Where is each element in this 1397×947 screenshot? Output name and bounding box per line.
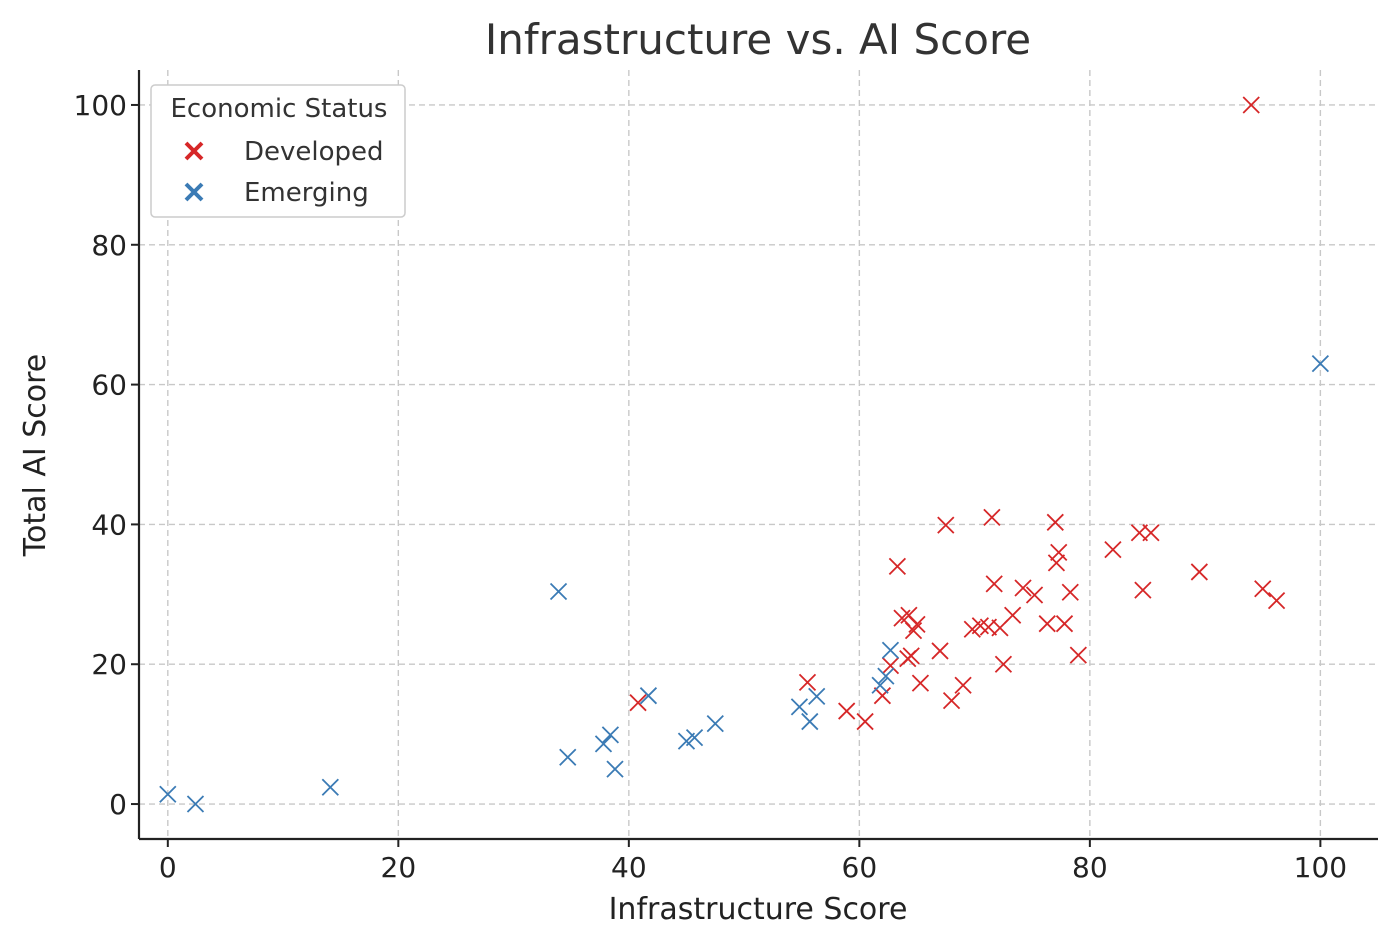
y-tick-label: 100 [74,89,127,122]
series-developed [629,96,1286,731]
series-emerging [159,354,1330,813]
data-point-developed [873,687,892,705]
data-point-developed [904,622,923,640]
legend-label-emerging: Emerging [244,178,369,208]
data-point-developed [798,673,817,692]
data-point-developed [1242,96,1260,114]
data-point-developed [1050,543,1068,562]
data-point-developed [1047,554,1066,572]
x-axis-label: Infrastructure Score [609,892,908,927]
data-point-developed [838,702,856,720]
legend-label-developed: Developed [244,137,384,167]
legend-entries: Developed Emerging [184,137,384,208]
data-point-developed [1190,563,1208,581]
x-tick-label: 60 [842,851,878,884]
chart-title: Infrastructure vs. AI Score [485,15,1031,64]
data-point-emerging [601,726,620,744]
data-point-developed [908,615,926,634]
data-point-developed [1025,586,1044,604]
data-point-developed [942,691,961,710]
data-point-emerging [808,687,826,706]
y-tick-label: 80 [91,229,127,262]
data-point-developed [1069,646,1087,664]
axes [137,70,1378,841]
data-point-emerging [881,641,900,659]
data-point-emerging [559,748,577,766]
tick-labels: 0 20 40 60 80 100 0 20 40 60 80 100 [74,89,1348,884]
data-point-emerging [549,582,568,601]
data-point-emerging [877,667,895,685]
legend-box [150,84,406,218]
data-point-developed [954,676,972,694]
y-tick-label: 0 [109,788,127,821]
data-point-developed [1142,524,1160,542]
legend-marker-emerging [184,182,204,202]
data-point-developed [1267,591,1286,610]
data-point-emerging [685,728,704,747]
x-tick-label: 40 [611,851,647,884]
data-point-emerging [159,785,177,803]
data-point-developed [856,712,874,731]
legend-marker-developed [184,141,204,161]
data-point-emerging [321,778,339,796]
x-tick-label: 80 [1072,851,1108,884]
data-point-emerging [606,760,624,778]
y-tick-label: 60 [91,369,127,402]
data-point-emerging [801,712,819,731]
data-point-developed [937,516,955,534]
data-point-emerging [706,715,724,733]
data-point-developed [911,674,930,692]
data-point-emerging [790,698,809,716]
data-point-emerging [871,676,889,694]
legend: Economic Status Developed Emerging [150,84,406,218]
data-point-emerging [186,795,205,813]
data-point-developed [983,508,1001,527]
x-tick-label: 0 [159,851,177,884]
data-point-developed [994,655,1013,673]
data-point-developed [985,575,1003,593]
x-tick-label: 20 [381,851,417,884]
data-point-developed [1014,579,1032,597]
x-tick-label: 100 [1294,851,1347,884]
data-point-developed [1038,615,1056,633]
data-point-emerging [594,735,613,753]
y-tick-label: 40 [91,508,127,541]
data-point-developed [1046,513,1064,531]
data-point-developed [881,656,900,675]
data-point-emerging [639,687,658,705]
data-point-developed [902,647,920,665]
data-point-developed [1055,615,1074,633]
data-point-developed [888,557,907,575]
data-point-developed [1004,606,1022,624]
y-axis-label: Total AI Score [18,354,53,558]
data-point-developed [1104,540,1122,559]
data-point-developed [1254,580,1272,598]
legend-title: Economic Status [171,94,388,124]
data-point-developed [1134,581,1152,599]
data-points [159,96,1330,813]
data-point-developed [1061,583,1079,601]
data-point-developed [931,642,949,660]
y-tick-label: 20 [91,648,127,681]
data-point-emerging [1311,354,1330,373]
grid-lines [139,70,1378,839]
data-point-developed [629,694,647,712]
